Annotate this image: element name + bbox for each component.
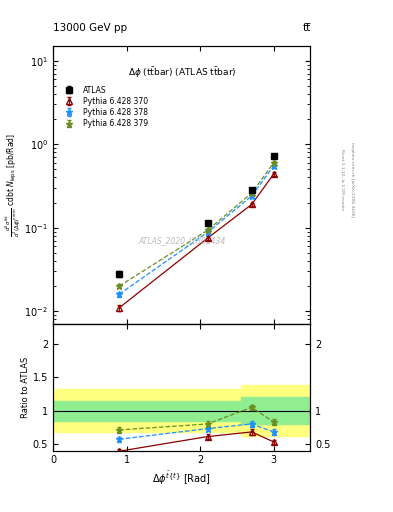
- X-axis label: $\Delta\phi^{\bar{t}\{t\}}\ \mathrm{[Rad]}$: $\Delta\phi^{\bar{t}\{t\}}\ \mathrm{[Rad…: [152, 470, 211, 487]
- Legend: ATLAS, Pythia 6.428 370, Pythia 6.428 378, Pythia 6.428 379: ATLAS, Pythia 6.428 370, Pythia 6.428 37…: [59, 83, 151, 131]
- Text: mcplots.cern.ch [arXiv:1306.3436]: mcplots.cern.ch [arXiv:1306.3436]: [350, 142, 354, 217]
- Text: Rivet 3.1.10, ≥ 3.1M events: Rivet 3.1.10, ≥ 3.1M events: [340, 148, 344, 210]
- Text: 13000 GeV pp: 13000 GeV pp: [53, 23, 127, 33]
- Text: $\Delta\phi$ (t$\bar{\mathrm{t}}$bar) (ATLAS t$\bar{\mathrm{t}}$bar): $\Delta\phi$ (t$\bar{\mathrm{t}}$bar) (A…: [128, 66, 236, 80]
- Text: tt̅: tt̅: [302, 23, 310, 33]
- Text: ATLAS_2020_I1801434: ATLAS_2020_I1801434: [138, 236, 226, 245]
- Y-axis label: $\frac{d^2\sigma^\mathrm{fid}}{d^2(\Delta\phi)^\mathrm{norm}}$ cdbt $N_\mathrm{l: $\frac{d^2\sigma^\mathrm{fid}}{d^2(\Delt…: [3, 133, 22, 237]
- Y-axis label: Ratio to ATLAS: Ratio to ATLAS: [21, 357, 30, 418]
